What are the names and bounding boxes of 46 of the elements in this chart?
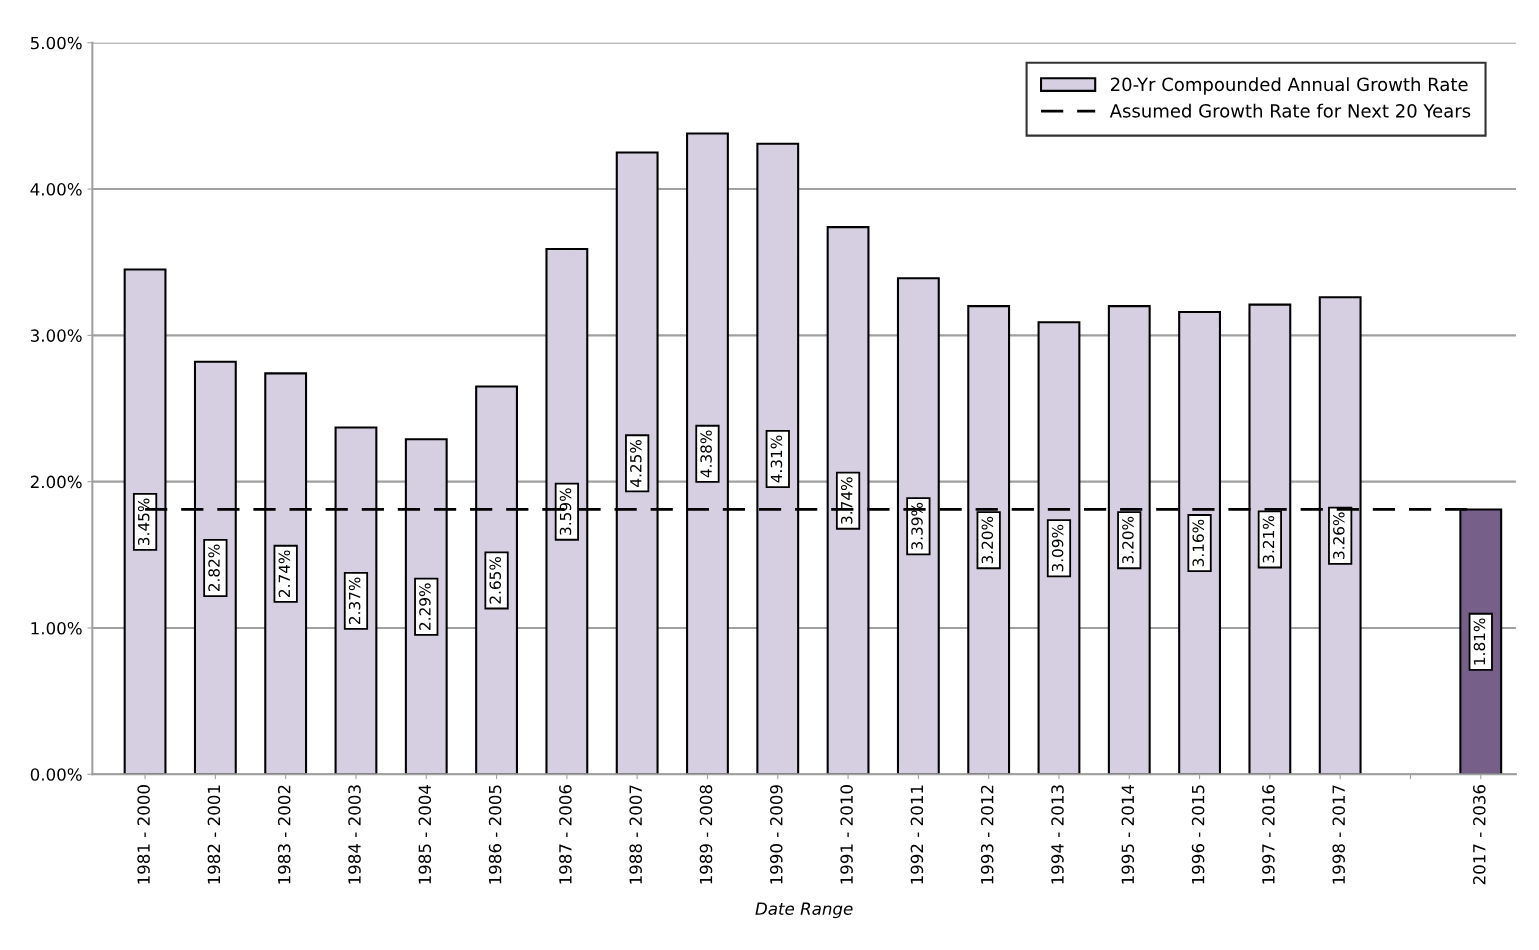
y-tick-label: 4.00% [30,183,82,196]
y-tick-label: 3.00% [30,329,82,342]
data-label: 2.82% [208,544,220,592]
data-label: 4.25% [630,439,642,487]
data-label: 4.38% [700,430,712,478]
x-tick-label: 1986 - 2005 [488,785,502,884]
x-tick-label: 2017 - 2036 [1472,785,1486,885]
data-label: 2.65% [489,556,501,604]
x-tick-label: 1993 - 2012 [980,785,994,884]
data-label: 3.09% [1051,524,1064,572]
data-label: 2.74% [278,550,291,597]
data-label: 3.26% [1333,512,1345,559]
data-label: 3.59% [559,488,572,535]
data-label: 2.37% [348,577,361,625]
data-label: 3.20% [1122,516,1134,564]
data-label: 1.81% [1473,618,1486,665]
x-tick-label: 1995 - 2014 [1121,784,1135,884]
y-tick-label: 1.00% [31,621,82,635]
data-label: 3.16% [1192,519,1204,567]
data-label: 3.20% [981,516,994,564]
x-axis-title: Date Range [755,902,853,919]
y-tick-label: 0.00% [30,768,82,781]
x-tick-label: 1988 - 2007 [629,785,642,884]
x-tick-label: 1997 - 2016 [1262,785,1275,884]
data-label: 2.29% [419,583,431,630]
x-tick-label: 1994 - 2013 [1051,785,1064,884]
x-tick-label: 1985 - 2004 [418,784,432,884]
data-label: 3.21% [1262,516,1275,563]
data-label: 3.45% [137,498,150,545]
x-tick-label: 1996 - 2015 [1191,785,1205,884]
legend-label: 20-Yr Compounded Annual Growth Rate [1110,77,1468,95]
x-tick-label: 1984 - 2003 [348,785,361,884]
x-tick-label: 1987 - 2006 [559,785,572,884]
x-tick-label: 1989 - 2008 [699,785,713,884]
x-tick-label: 1983 - 2002 [277,785,291,884]
data-label: 3.39% [911,502,923,550]
x-tick-label: 1991 - 2010 [840,785,853,884]
x-tick-label: 1982 - 2001 [207,785,221,884]
x-tick-label: 1998 - 2017 [1332,785,1345,884]
y-tick-label: 5.00% [30,36,82,50]
x-tick-label: 1992 - 2011 [910,785,924,884]
data-label: 4.31% [770,435,783,483]
y-tick-label: 2.00% [30,475,82,489]
x-tick-label: 1981 - 2000 [137,785,150,884]
x-tick-label: 1990 - 2009 [769,785,783,884]
legend-label: Assumed Growth Rate for Next 20 Years [1109,103,1471,118]
